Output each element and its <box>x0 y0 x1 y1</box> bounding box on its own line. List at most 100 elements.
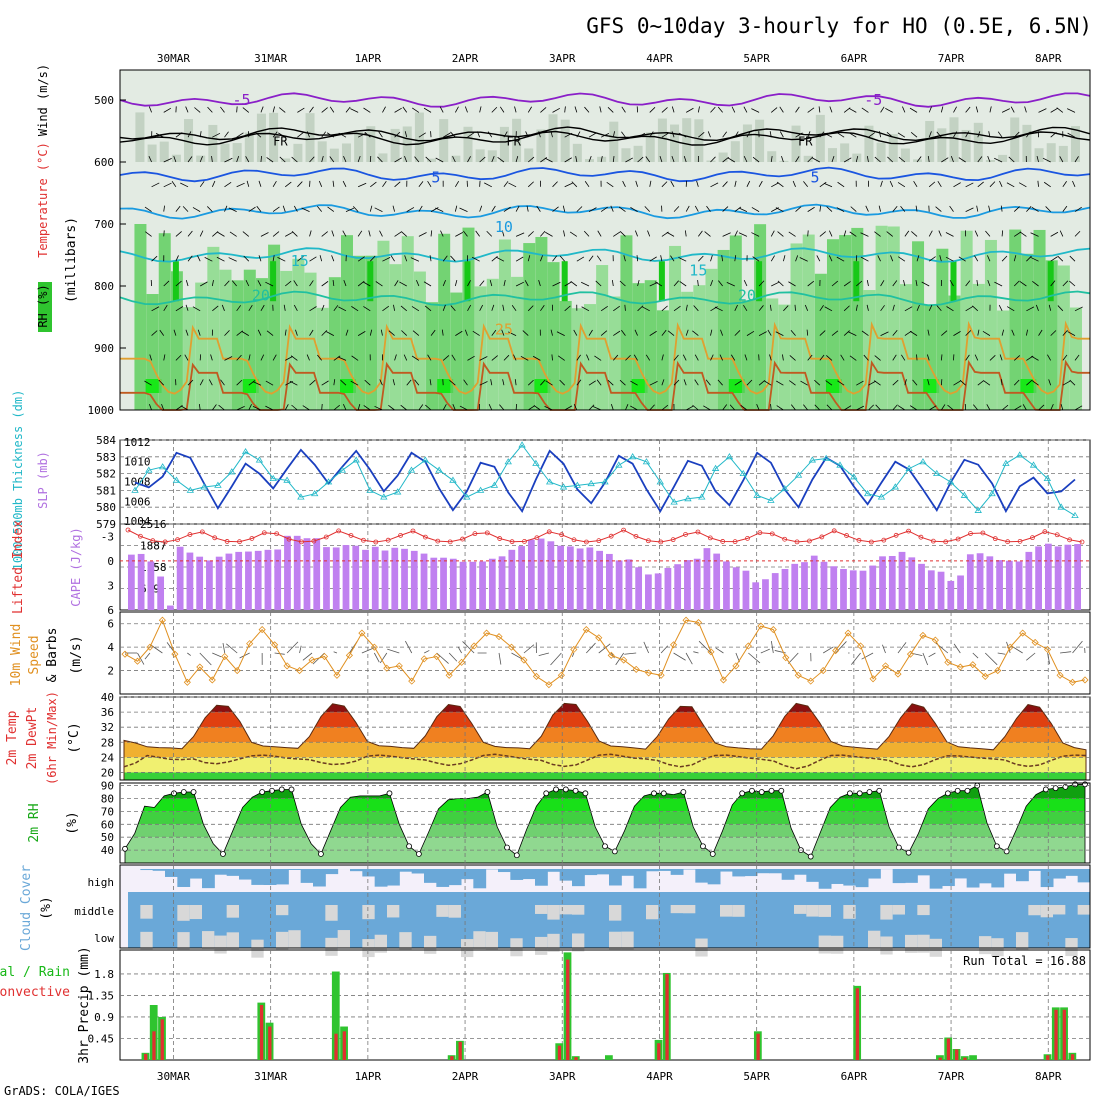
wind-marker <box>271 641 279 649</box>
bottom-date-label: 4APR <box>646 1070 673 1083</box>
wind-marker <box>857 642 865 650</box>
wind-barb <box>612 354 619 361</box>
wind-barb <box>1074 306 1083 312</box>
wind-barb <box>795 255 799 262</box>
thickness-marker <box>269 474 277 482</box>
wind-barb <box>527 255 531 262</box>
wind-barb <box>511 305 517 312</box>
rh-marker <box>582 790 589 797</box>
wind-barb <box>625 157 634 163</box>
rh-shading <box>413 271 426 410</box>
wind-barb <box>722 232 731 237</box>
wind-barb <box>596 255 602 262</box>
thickness-tick: 580 <box>96 501 116 514</box>
rh-shading <box>256 113 266 162</box>
rh-shading <box>184 119 194 162</box>
cloud-high-bar <box>547 869 561 872</box>
wind-barb <box>197 329 201 336</box>
wind-marker <box>383 664 391 672</box>
precip-conv-bar <box>938 1057 942 1060</box>
wind-barb <box>378 131 383 138</box>
thickness-marker <box>449 476 457 483</box>
wind-barb <box>464 329 468 336</box>
wind-marker <box>370 643 378 651</box>
wind-marker <box>807 677 815 685</box>
cloud-gap <box>276 931 289 950</box>
isotherm-label: 25 <box>495 320 513 338</box>
wind-barb <box>224 131 229 138</box>
wind-barb <box>758 280 765 287</box>
wind-axis-label: 10m Wind <box>9 624 24 687</box>
wind-barb <box>475 230 480 237</box>
wind-barb <box>369 205 373 212</box>
cloud-high-bar <box>954 869 968 879</box>
wind-barb <box>984 652 998 666</box>
rh-marker <box>602 843 608 850</box>
cloud-gap <box>325 905 338 921</box>
wind-barb <box>207 206 213 212</box>
wind-barb <box>382 181 387 188</box>
temp-band <box>124 757 1086 773</box>
thickness-tick: 581 <box>96 484 116 497</box>
wind-barb <box>514 106 517 113</box>
wind-barb <box>503 206 511 212</box>
cloud-high-bar <box>325 869 339 875</box>
wind-barb <box>744 354 748 361</box>
wind-barb <box>462 641 475 654</box>
wind-marker <box>482 629 491 637</box>
cloud-high-bar <box>596 869 610 875</box>
wind-barb <box>588 329 593 336</box>
wind-barb <box>843 405 852 411</box>
wind-barb <box>635 180 638 187</box>
wind-barb <box>291 156 298 163</box>
cape-bar <box>937 571 945 610</box>
wind-barb <box>855 155 859 163</box>
thickness-marker <box>518 441 526 448</box>
rh-shading <box>378 153 388 162</box>
wind-barb <box>1074 156 1079 163</box>
wind-barb <box>272 255 275 262</box>
wind-barb <box>982 330 991 336</box>
wind-barb <box>886 131 893 138</box>
wind-barb <box>698 132 705 138</box>
lifted-index-marker <box>1042 529 1048 535</box>
wind-marker <box>1006 643 1014 651</box>
rh-shading <box>231 280 244 410</box>
rh-shading <box>972 283 985 410</box>
wind-barb <box>192 207 201 212</box>
wind-marker <box>121 650 129 658</box>
precip-tick: 0.45 <box>88 1032 115 1045</box>
wind-barb <box>890 255 894 262</box>
wind-barb <box>199 181 205 188</box>
wind-barb <box>595 280 602 287</box>
wind-marker <box>557 671 565 679</box>
wind-barb <box>326 331 335 336</box>
wind-barb <box>666 231 675 237</box>
wind-barb <box>637 279 640 287</box>
wind-barb <box>710 354 714 361</box>
rh-shading <box>401 236 414 410</box>
wind-barb <box>636 255 638 262</box>
wind-barb <box>175 354 182 361</box>
wind-barb <box>309 379 316 386</box>
wind-barb <box>533 405 541 411</box>
rh-legend-swatch <box>38 282 52 332</box>
wind-barb <box>892 304 895 311</box>
wind-barb <box>977 380 985 386</box>
wind-barb <box>770 403 772 411</box>
thickness-marker <box>587 479 595 487</box>
wind-marker <box>832 647 840 655</box>
thickness-marker <box>490 481 499 488</box>
wind-barb <box>382 305 390 312</box>
cloud-gap <box>448 905 461 918</box>
wind-barb <box>619 280 626 287</box>
wind-barb <box>144 380 152 386</box>
wind-marker <box>757 622 765 630</box>
wind-barb <box>682 354 687 361</box>
wind-barb <box>329 106 335 113</box>
rh-shading <box>147 144 157 162</box>
wind-barb <box>775 331 784 336</box>
wind-barb <box>945 232 954 237</box>
pressure-tick: 600 <box>94 156 114 169</box>
lifted-index-marker <box>633 533 639 539</box>
